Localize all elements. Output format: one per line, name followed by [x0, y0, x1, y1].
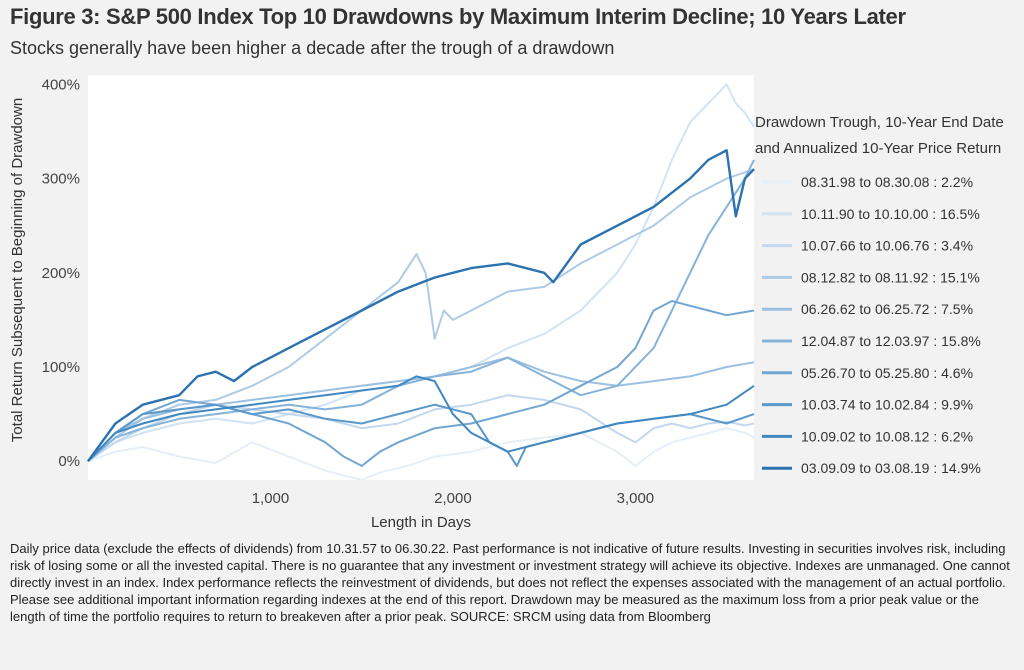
- x-tick-label: 1,000: [252, 490, 290, 507]
- series-line-4: [87, 168, 755, 462]
- plot-area: [87, 75, 755, 481]
- series-line-10: [87, 149, 755, 462]
- legend-label: 06.26.62 to 06.25.72 : 7.5%: [801, 301, 973, 317]
- axis-ticks: 0% 100% 200% 300% 400% 1,000 2,000 3,000: [42, 76, 655, 507]
- legend-label: 05.26.70 to 05.25.80 : 4.6%: [801, 365, 973, 381]
- legend-title-line: Drawdown Trough, 10-Year End Date: [755, 114, 1004, 131]
- x-tick-label: 2,000: [434, 490, 472, 507]
- legend-label: 12.04.87 to 12.03.97 : 15.8%: [801, 333, 981, 349]
- legend-label: 10.03.74 to 10.02.84 : 9.9%: [801, 397, 973, 413]
- line-chart: 0% 100% 200% 300% 400% 1,000 2,000 3,000 Length…: [9, 75, 1004, 531]
- y-tick-label: 100%: [42, 359, 80, 376]
- legend-label: 10.11.90 to 10.10.00 : 16.5%: [801, 206, 980, 222]
- legend-label: 03.09.09 to 03.08.19 : 14.9%: [801, 460, 981, 476]
- series-line-2: [87, 83, 755, 463]
- series-line-1: [87, 427, 755, 481]
- y-tick-label: 400%: [42, 76, 80, 93]
- x-axis-title: Length in Days: [371, 514, 471, 531]
- chart-subtitle: Stocks generally have been higher a deca…: [10, 38, 615, 58]
- legend: Drawdown Trough, 10-Year End Date and Ann…: [755, 114, 1004, 476]
- y-tick-label: 300%: [42, 171, 80, 188]
- footnote: Daily price data (exclude the effects of…: [10, 541, 1010, 624]
- y-tick-label: 0%: [58, 453, 80, 470]
- legend-label: 10.07.66 to 10.06.76 : 3.4%: [801, 238, 973, 254]
- legend-label: 08.31.98 to 08.30.08 : 2.2%: [801, 174, 973, 190]
- series-line-6: [87, 159, 755, 462]
- series-line-9: [87, 375, 755, 462]
- y-axis-title: Total Return Subsequent to Beginning of …: [9, 98, 26, 442]
- chart-title: Figure 3: S&P 500 Index Top 10 Drawdowns…: [10, 4, 906, 29]
- legend-title-line: and Annualized 10-Year Price Return: [755, 140, 1001, 157]
- x-tick-label: 3,000: [617, 490, 655, 507]
- legend-label: 10.09.02 to 10.08.12 : 6.2%: [801, 428, 973, 444]
- y-tick-label: 200%: [42, 265, 80, 282]
- legend-label: 08.12.82 to 08.11.92 : 15.1%: [801, 269, 980, 285]
